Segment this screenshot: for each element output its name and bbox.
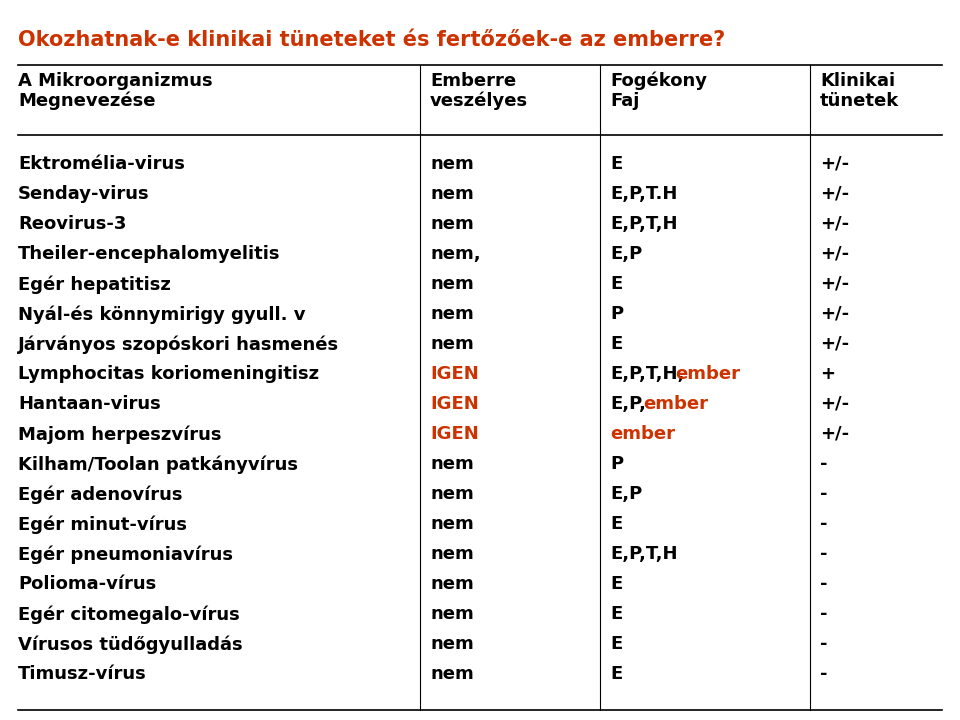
Text: E,P,T,H: E,P,T,H bbox=[610, 545, 678, 563]
Text: nem: nem bbox=[430, 185, 473, 203]
Text: Ektromélia-virus: Ektromélia-virus bbox=[18, 155, 185, 173]
Text: Egér citomegalo-vírus: Egér citomegalo-vírus bbox=[18, 605, 240, 624]
Text: +/-: +/- bbox=[820, 155, 850, 173]
Text: E: E bbox=[610, 575, 622, 593]
Text: -: - bbox=[820, 635, 828, 653]
Text: nem,: nem, bbox=[430, 245, 481, 263]
Text: Vírusos tüdőgyulladás: Vírusos tüdőgyulladás bbox=[18, 635, 243, 654]
Text: +/-: +/- bbox=[820, 245, 850, 263]
Text: veszélyes: veszélyes bbox=[430, 92, 528, 110]
Text: E: E bbox=[610, 665, 622, 683]
Text: Nyál-és könnymirigy gyull. v: Nyál-és könnymirigy gyull. v bbox=[18, 305, 305, 323]
Text: Fogékony: Fogékony bbox=[610, 72, 707, 91]
Text: E: E bbox=[610, 635, 622, 653]
Text: ember: ember bbox=[610, 425, 675, 443]
Text: nem: nem bbox=[430, 575, 473, 593]
Text: Hantaan-virus: Hantaan-virus bbox=[18, 395, 160, 413]
Text: Megnevezése: Megnevezése bbox=[18, 92, 156, 110]
Text: Járványos szopóskori hasmenés: Járványos szopóskori hasmenés bbox=[18, 335, 339, 354]
Text: +/-: +/- bbox=[820, 335, 850, 353]
Text: nem: nem bbox=[430, 605, 473, 623]
Text: -: - bbox=[820, 515, 828, 533]
Text: Majom herpeszvírus: Majom herpeszvírus bbox=[18, 425, 222, 444]
Text: nem: nem bbox=[430, 665, 473, 683]
Text: Timusz-vírus: Timusz-vírus bbox=[18, 665, 147, 683]
Text: +/-: +/- bbox=[820, 275, 850, 293]
Text: -: - bbox=[820, 665, 828, 683]
Text: +/-: +/- bbox=[820, 425, 850, 443]
Text: -: - bbox=[820, 545, 828, 563]
Text: nem: nem bbox=[430, 275, 473, 293]
Text: A Mikroorganizmus: A Mikroorganizmus bbox=[18, 72, 212, 90]
Text: E,P,T.H: E,P,T.H bbox=[610, 185, 678, 203]
Text: E,P,T,H,: E,P,T,H, bbox=[610, 365, 684, 383]
Text: nem: nem bbox=[430, 635, 473, 653]
Text: Senday-virus: Senday-virus bbox=[18, 185, 150, 203]
Text: E: E bbox=[610, 515, 622, 533]
Text: +: + bbox=[820, 365, 835, 383]
Text: Egér hepatitisz: Egér hepatitisz bbox=[18, 275, 171, 294]
Text: +/-: +/- bbox=[820, 185, 850, 203]
Text: nem: nem bbox=[430, 215, 473, 233]
Text: E: E bbox=[610, 335, 622, 353]
Text: Egér pneumoniavírus: Egér pneumoniavírus bbox=[18, 545, 233, 564]
Text: nem: nem bbox=[430, 335, 473, 353]
Text: ember: ember bbox=[643, 395, 708, 413]
Text: Kilham/Toolan patkányvírus: Kilham/Toolan patkányvírus bbox=[18, 455, 298, 474]
Text: Reovirus-3: Reovirus-3 bbox=[18, 215, 127, 233]
Text: -: - bbox=[820, 485, 828, 503]
Text: E: E bbox=[610, 155, 622, 173]
Text: E: E bbox=[610, 275, 622, 293]
Text: Klinikai: Klinikai bbox=[820, 72, 895, 90]
Text: +/-: +/- bbox=[820, 215, 850, 233]
Text: +/-: +/- bbox=[820, 395, 850, 413]
Text: P: P bbox=[610, 455, 623, 473]
Text: Polioma-vírus: Polioma-vírus bbox=[18, 575, 156, 593]
Text: Emberre: Emberre bbox=[430, 72, 516, 90]
Text: Lymphocitas koriomeningitisz: Lymphocitas koriomeningitisz bbox=[18, 365, 319, 383]
Text: nem: nem bbox=[430, 545, 473, 563]
Text: E,P,T,H: E,P,T,H bbox=[610, 215, 678, 233]
Text: Egér minut-vírus: Egér minut-vírus bbox=[18, 515, 187, 534]
Text: Faj: Faj bbox=[610, 92, 639, 110]
Text: nem: nem bbox=[430, 485, 473, 503]
Text: E,P: E,P bbox=[610, 245, 642, 263]
Text: nem: nem bbox=[430, 305, 473, 323]
Text: E,P: E,P bbox=[610, 485, 642, 503]
Text: ember: ember bbox=[676, 365, 740, 383]
Text: E,P,: E,P, bbox=[610, 395, 646, 413]
Text: Okozhatnak-e klinikai tüneteket és fertőzőek-e az emberre?: Okozhatnak-e klinikai tüneteket és fertő… bbox=[18, 30, 725, 50]
Text: IGEN: IGEN bbox=[430, 365, 479, 383]
Text: nem: nem bbox=[430, 455, 473, 473]
Text: E: E bbox=[610, 605, 622, 623]
Text: IGEN: IGEN bbox=[430, 425, 479, 443]
Text: Theiler-encephalomyelitis: Theiler-encephalomyelitis bbox=[18, 245, 280, 263]
Text: -: - bbox=[820, 605, 828, 623]
Text: IGEN: IGEN bbox=[430, 395, 479, 413]
Text: nem: nem bbox=[430, 515, 473, 533]
Text: +/-: +/- bbox=[820, 305, 850, 323]
Text: -: - bbox=[820, 575, 828, 593]
Text: P: P bbox=[610, 305, 623, 323]
Text: tünetek: tünetek bbox=[820, 92, 900, 110]
Text: Egér adenovírus: Egér adenovírus bbox=[18, 485, 182, 503]
Text: nem: nem bbox=[430, 155, 473, 173]
Text: -: - bbox=[820, 455, 828, 473]
